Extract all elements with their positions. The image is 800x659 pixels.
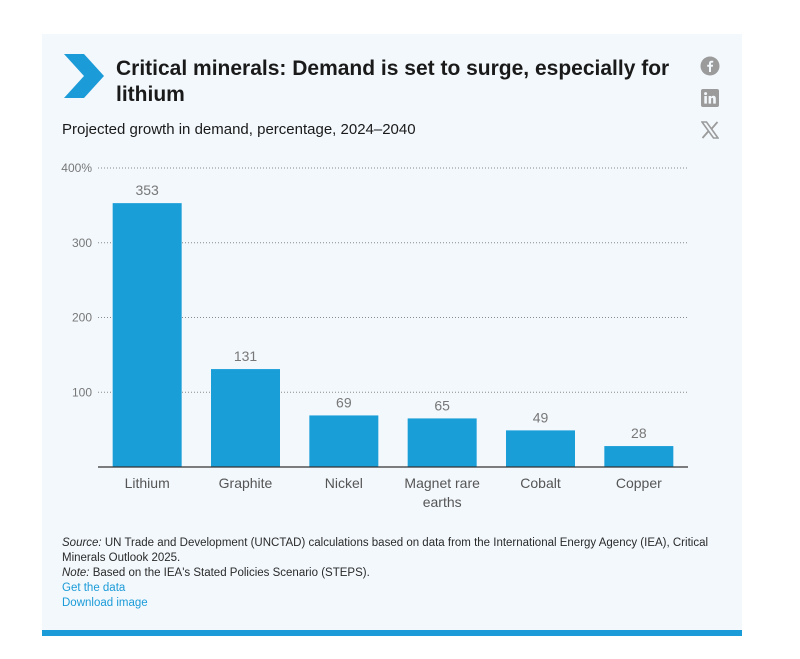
x-category-label: Magnet rare <box>404 475 480 491</box>
source-label: Source: <box>62 537 102 549</box>
x-category-label: earths <box>423 494 462 510</box>
x-category-label: Graphite <box>219 475 273 491</box>
data-label: 49 <box>533 409 549 425</box>
chart-card: Critical minerals: Demand is set to surg… <box>42 34 742 630</box>
data-label: 65 <box>434 397 450 413</box>
chevron-logo-icon <box>64 54 104 98</box>
x-category-label: Copper <box>616 475 662 491</box>
x-category-label: Cobalt <box>520 475 561 491</box>
chart-title: Critical minerals: Demand is set to surg… <box>116 57 670 106</box>
linkedin-icon <box>701 89 719 107</box>
bar-magnet-rare-earths <box>407 418 477 467</box>
bar-graphite <box>211 369 280 467</box>
bottom-accent-bar <box>42 630 742 636</box>
facebook-icon <box>700 56 720 76</box>
bar-lithium <box>112 203 182 467</box>
y-tick-label: 300 <box>72 236 92 250</box>
data-label: 69 <box>336 394 352 410</box>
x-category-label: Nickel <box>325 475 363 491</box>
bar-cobalt <box>506 430 575 467</box>
source-note: Source: UN Trade and Development (UNCTAD… <box>62 536 732 566</box>
bar-copper <box>604 446 674 467</box>
get-data-link[interactable]: Get the data <box>62 582 126 594</box>
x-category-label: Lithium <box>125 475 170 491</box>
note-text: Based on the IEA's Stated Policies Scena… <box>92 567 370 579</box>
bar-nickel <box>309 415 379 467</box>
data-label: 28 <box>631 425 647 441</box>
bar-chart: 100 200 300 400% 353 Lithium 131 Graphite 69 Nick… <box>61 161 688 510</box>
note-text-block: Note: Based on the IEA's Stated Policies… <box>62 566 732 581</box>
download-image-link[interactable]: Download image <box>62 597 148 609</box>
facebook-share-button[interactable] <box>697 53 723 79</box>
source-text: UN Trade and Development (UNCTAD) calcul… <box>62 537 709 564</box>
linkedin-share-button[interactable] <box>697 85 723 111</box>
data-label: 353 <box>135 182 159 198</box>
note-label: Note: <box>62 567 90 579</box>
chart-notes: Source: UN Trade and Development (UNCTAD… <box>62 536 732 611</box>
x-icon <box>701 121 719 139</box>
data-label: 131 <box>234 348 258 364</box>
y-tick-label: 100 <box>72 385 92 399</box>
y-tick-label: 400% <box>61 161 92 175</box>
x-share-button[interactable] <box>697 117 723 143</box>
y-tick-label: 200 <box>72 311 92 325</box>
chart-subtitle: Projected growth in demand, percentage, … <box>62 121 416 138</box>
